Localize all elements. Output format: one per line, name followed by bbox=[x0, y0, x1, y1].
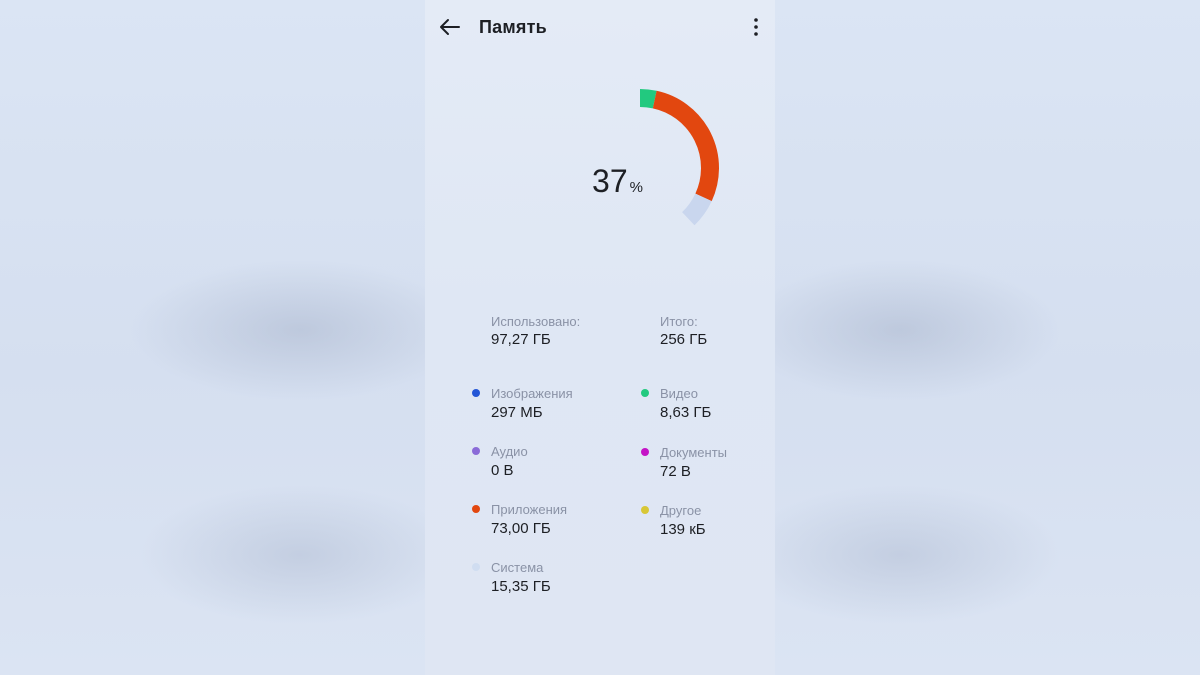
used-label: Использовано: bbox=[491, 314, 581, 329]
other-color-dot bbox=[641, 506, 649, 514]
usage-percent-sign: % bbox=[629, 179, 643, 196]
app-bar: Память bbox=[425, 0, 775, 56]
arrow-left-icon bbox=[440, 19, 460, 35]
usage-percent-value: 37 bbox=[592, 163, 628, 199]
usage-percent: 37% bbox=[550, 163, 685, 200]
back-button[interactable] bbox=[435, 12, 465, 42]
total-value: 256 ГБ bbox=[660, 331, 708, 348]
system-color-dot bbox=[472, 563, 480, 571]
category-value: 72 В bbox=[660, 463, 691, 480]
phone-screen: Память 37% Использовано: 97,27 ГБ Итого:… bbox=[425, 0, 775, 675]
category-value: 8,63 ГБ bbox=[660, 404, 712, 421]
page-title: Память bbox=[479, 17, 547, 37]
category-value: 15,35 ГБ bbox=[491, 578, 551, 595]
ring-segment-0 bbox=[639, 89, 657, 109]
category-label: Аудио bbox=[491, 444, 528, 459]
category-value: 0 В bbox=[491, 462, 514, 479]
category-label: Другое bbox=[660, 503, 702, 518]
audio-color-dot bbox=[472, 447, 480, 455]
category-label: Приложения bbox=[491, 502, 568, 517]
used-value: 97,27 ГБ bbox=[491, 331, 551, 348]
category-label: Документы bbox=[660, 445, 728, 460]
ring-segment-1 bbox=[652, 90, 719, 202]
images-color-dot bbox=[472, 389, 480, 397]
total-label: Итого: bbox=[660, 314, 698, 329]
storage-usage-ring bbox=[639, 89, 719, 226]
category-value: 73,00 ГБ bbox=[491, 520, 551, 537]
apps-color-dot bbox=[472, 505, 480, 513]
documents-color-dot bbox=[641, 448, 649, 456]
category-label: Система bbox=[491, 560, 544, 575]
more-vertical-icon bbox=[754, 18, 758, 36]
category-label: Видео bbox=[660, 386, 698, 401]
more-options-button[interactable] bbox=[749, 12, 763, 42]
video-color-dot bbox=[641, 389, 649, 397]
category-value: 297 МБ bbox=[491, 404, 543, 421]
category-value: 139 кБ bbox=[660, 521, 706, 538]
ring-segment-2 bbox=[681, 193, 712, 226]
category-label: Изображения bbox=[491, 386, 573, 401]
